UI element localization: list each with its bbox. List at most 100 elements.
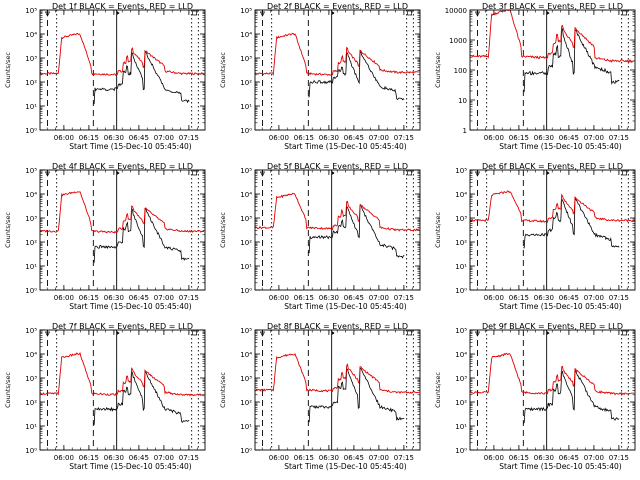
plot-frame: [39, 169, 206, 291]
x-tick-label: 06:15: [79, 454, 99, 462]
marker-glyph: [474, 331, 481, 337]
panel-7: Det 7f BLACK = Events, RED = LLD Counts/s…: [4, 322, 206, 471]
y-tick-label: 10⁰: [25, 287, 37, 295]
events-series-line: [93, 49, 190, 105]
x-tick-label: 06:00: [54, 134, 74, 142]
x-axis-title: Start Time (15-Dec-10 05:45:40): [499, 302, 621, 311]
x-tick-label: 07:00: [369, 134, 389, 142]
y-tick-label: 10¹: [25, 103, 37, 111]
y-tick-label: 10⁰: [25, 447, 37, 455]
y-axis-title: Counts/sec: [219, 372, 227, 408]
y-tick-label: 10⁴: [455, 351, 467, 359]
y-tick-label: 100: [454, 67, 467, 75]
x-tick-label: 07:15: [179, 134, 199, 142]
y-tick-label: 10⁰: [455, 287, 467, 295]
panel-8: Det 8f BLACK = Events, RED = LLD Counts/s…: [219, 322, 421, 471]
marker-glyph: [622, 330, 628, 336]
marker-glyph: [546, 331, 550, 335]
panel-title: Det 2f BLACK = Events, RED = LLD: [267, 2, 408, 11]
plot-frame: [469, 329, 636, 451]
x-axis-title: Start Time (15-Dec-10 05:45:40): [284, 462, 406, 471]
y-tick-label: 10³: [240, 215, 252, 223]
panel-title: Det 1f BLACK = Events, RED = LLD: [52, 2, 193, 11]
y-tick-label: 10³: [25, 55, 37, 63]
panel-5: Det 5f BLACK = Events, RED = LLD Counts/s…: [219, 162, 421, 311]
x-tick-label: 07:00: [584, 294, 604, 302]
y-axis-title: Counts/sec: [434, 52, 442, 88]
marker-glyph: [44, 171, 51, 177]
y-tick-label: 10⁰: [240, 127, 252, 135]
marker-glyph: [331, 171, 335, 175]
marker-glyph: [44, 331, 51, 337]
y-tick-label: 10¹: [240, 423, 252, 431]
marker-glyph: [407, 170, 413, 176]
lld-series-line: [254, 352, 420, 395]
x-axis-title: Start Time (15-Dec-10 05:45:40): [69, 142, 191, 151]
marker-glyph: [192, 330, 198, 336]
x-tick-label: 06:30: [104, 294, 124, 302]
y-axis-title: Counts/sec: [219, 52, 227, 88]
x-tick-label: 06:30: [319, 134, 339, 142]
y-tick-label: 10: [458, 97, 467, 105]
y-tick-label: 10⁴: [455, 191, 467, 199]
x-tick-label: 06:15: [294, 134, 314, 142]
x-tick-label: 06:00: [54, 294, 74, 302]
y-tick-label: 10¹: [240, 103, 252, 111]
y-tick-label: 10³: [240, 55, 252, 63]
x-tick-label: 06:30: [534, 294, 554, 302]
marker-glyph: [331, 11, 335, 15]
x-tick-label: 06:45: [559, 294, 579, 302]
marker-glyph: [259, 11, 266, 17]
x-tick-label: 06:00: [484, 454, 504, 462]
x-axis-title: Start Time (15-Dec-10 05:45:40): [284, 142, 406, 151]
y-axis-title: Counts/sec: [4, 212, 12, 248]
x-tick-label: 06:45: [344, 454, 364, 462]
y-axis-title: Counts/sec: [4, 52, 12, 88]
x-tick-label: 06:00: [269, 454, 289, 462]
plot-frame: [254, 169, 421, 291]
y-tick-label: 10000: [445, 7, 467, 15]
panel-2: Det 2f BLACK = Events, RED = LLD Counts/s…: [219, 2, 421, 151]
x-axis-title: Start Time (15-Dec-10 05:45:40): [284, 302, 406, 311]
x-tick-label: 06:15: [509, 454, 529, 462]
x-tick-label: 07:15: [179, 454, 199, 462]
y-tick-label: 10³: [25, 215, 37, 223]
marker-glyph: [622, 170, 628, 176]
marker-glyph: [474, 11, 481, 17]
x-tick-label: 06:30: [104, 454, 124, 462]
events-series-line: [308, 203, 405, 259]
x-tick-label: 06:00: [484, 294, 504, 302]
marker-glyph: [407, 10, 413, 16]
y-tick-label: 1000: [449, 37, 467, 45]
x-tick-label: 07:15: [609, 134, 629, 142]
x-tick-label: 07:00: [154, 454, 174, 462]
panel-4: Det 4f BLACK = Events, RED = LLD Counts/s…: [4, 162, 206, 311]
events-series-line: [522, 27, 620, 93]
marker-glyph: [116, 171, 120, 175]
lld-series-line: [39, 191, 205, 234]
lld-series-line: [469, 190, 635, 224]
x-tick-label: 06:15: [509, 134, 529, 142]
x-tick-label: 07:00: [154, 134, 174, 142]
marker-glyph: [116, 11, 120, 15]
panel-title: Det 5f BLACK = Events, RED = LLD: [267, 162, 408, 171]
y-tick-label: 10⁵: [240, 7, 252, 15]
x-tick-label: 07:15: [394, 294, 414, 302]
x-tick-label: 06:00: [269, 134, 289, 142]
x-tick-label: 06:15: [509, 294, 529, 302]
x-tick-label: 06:30: [534, 454, 554, 462]
x-tick-label: 06:45: [559, 134, 579, 142]
y-tick-label: 10²: [25, 79, 37, 87]
plot-frame: [39, 329, 206, 451]
events-series-line: [308, 50, 405, 101]
y-tick-label: 10²: [455, 399, 467, 407]
marker-glyph: [331, 331, 335, 335]
x-tick-label: 06:15: [294, 454, 314, 462]
y-tick-label: 10⁰: [240, 287, 252, 295]
x-tick-label: 06:15: [294, 294, 314, 302]
y-tick-label: 10⁴: [25, 191, 37, 199]
y-tick-label: 10⁵: [455, 327, 467, 335]
y-tick-label: 10²: [240, 239, 252, 247]
plot-frame: [254, 9, 421, 131]
lld-series-line: [254, 32, 420, 77]
